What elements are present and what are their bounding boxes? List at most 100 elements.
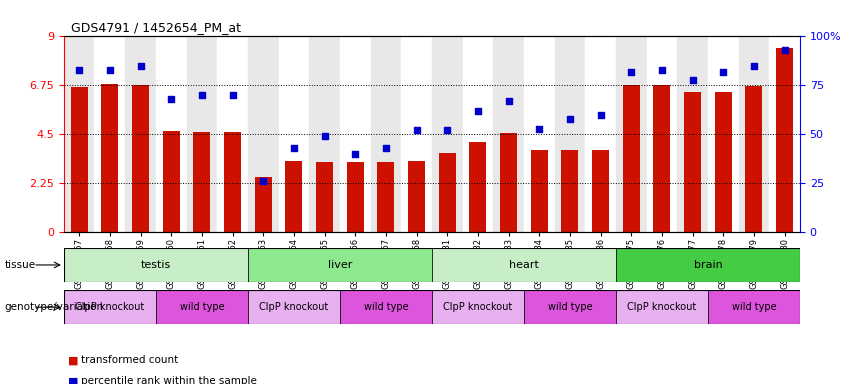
Point bbox=[409, 127, 423, 134]
Bar bbox=[224, 132, 241, 232]
Point bbox=[103, 67, 117, 73]
Bar bbox=[156, 36, 186, 232]
Point bbox=[317, 133, 331, 139]
Bar bbox=[156, 290, 248, 324]
Bar bbox=[555, 36, 585, 232]
Text: wild type: wild type bbox=[547, 302, 592, 312]
Bar bbox=[616, 36, 647, 232]
Bar bbox=[248, 36, 278, 232]
Text: testis: testis bbox=[140, 260, 171, 270]
Text: ClpP knockout: ClpP knockout bbox=[627, 302, 696, 312]
Bar bbox=[431, 36, 463, 232]
Bar bbox=[340, 36, 370, 232]
Bar bbox=[623, 86, 640, 232]
Point bbox=[256, 178, 270, 184]
Bar bbox=[776, 48, 793, 232]
Text: ClpP knockout: ClpP knockout bbox=[260, 302, 328, 312]
Bar bbox=[125, 36, 156, 232]
Bar bbox=[715, 92, 732, 232]
Text: ClpP knockout: ClpP knockout bbox=[443, 302, 512, 312]
Point bbox=[594, 112, 608, 118]
Bar bbox=[769, 36, 800, 232]
Point bbox=[441, 127, 454, 134]
Bar bbox=[316, 162, 333, 232]
Bar bbox=[739, 36, 769, 232]
Bar bbox=[346, 162, 363, 232]
Bar bbox=[708, 290, 800, 324]
Bar bbox=[64, 248, 248, 282]
Point bbox=[471, 108, 485, 114]
Bar bbox=[94, 36, 125, 232]
Bar bbox=[64, 36, 94, 232]
Point bbox=[747, 63, 761, 69]
Bar bbox=[254, 177, 271, 232]
Bar bbox=[401, 36, 431, 232]
Text: percentile rank within the sample: percentile rank within the sample bbox=[81, 376, 257, 384]
Bar bbox=[217, 36, 248, 232]
Bar bbox=[285, 161, 302, 232]
Bar bbox=[524, 36, 555, 232]
Point bbox=[348, 151, 362, 157]
Point bbox=[655, 67, 669, 73]
Bar bbox=[64, 290, 156, 324]
Point bbox=[134, 63, 147, 69]
Point bbox=[72, 67, 86, 73]
Bar bbox=[616, 290, 708, 324]
Text: wild type: wild type bbox=[732, 302, 776, 312]
Bar bbox=[439, 153, 455, 232]
Bar bbox=[378, 162, 394, 232]
Bar bbox=[684, 92, 701, 232]
Bar bbox=[408, 161, 425, 232]
Bar bbox=[531, 150, 548, 232]
Bar bbox=[163, 131, 180, 232]
Bar bbox=[71, 86, 88, 232]
Point bbox=[226, 92, 239, 98]
Point bbox=[717, 69, 730, 75]
Point bbox=[686, 76, 700, 83]
Bar bbox=[470, 142, 486, 232]
Text: GDS4791 / 1452654_PM_at: GDS4791 / 1452654_PM_at bbox=[71, 21, 241, 34]
Bar bbox=[132, 85, 149, 232]
Bar bbox=[524, 290, 616, 324]
Text: ■: ■ bbox=[68, 376, 78, 384]
Text: heart: heart bbox=[509, 260, 539, 270]
Bar bbox=[647, 36, 677, 232]
Bar bbox=[248, 248, 431, 282]
Point bbox=[287, 145, 300, 151]
Text: wild type: wild type bbox=[180, 302, 224, 312]
Point bbox=[778, 47, 791, 53]
Bar bbox=[592, 150, 609, 232]
Bar bbox=[370, 36, 401, 232]
Bar bbox=[431, 290, 524, 324]
Text: genotype/variation: genotype/variation bbox=[4, 302, 103, 312]
Text: tissue: tissue bbox=[4, 260, 36, 270]
Bar bbox=[248, 290, 340, 324]
Text: brain: brain bbox=[694, 260, 722, 270]
Text: ■: ■ bbox=[68, 355, 78, 365]
Bar bbox=[101, 84, 118, 232]
Bar bbox=[340, 290, 431, 324]
Point bbox=[625, 69, 638, 75]
Bar bbox=[193, 132, 210, 232]
Bar bbox=[431, 248, 616, 282]
Text: wild type: wild type bbox=[363, 302, 408, 312]
Point bbox=[563, 116, 577, 122]
Bar bbox=[494, 36, 524, 232]
Bar bbox=[745, 86, 762, 232]
Bar bbox=[500, 133, 517, 232]
Bar bbox=[278, 36, 309, 232]
Bar bbox=[616, 248, 800, 282]
Bar bbox=[585, 36, 616, 232]
Bar bbox=[708, 36, 739, 232]
Bar bbox=[309, 36, 340, 232]
Text: transformed count: transformed count bbox=[81, 355, 178, 365]
Point bbox=[502, 98, 516, 104]
Text: ClpP knockout: ClpP knockout bbox=[75, 302, 145, 312]
Bar bbox=[654, 86, 671, 232]
Bar bbox=[562, 150, 579, 232]
Bar bbox=[463, 36, 494, 232]
Point bbox=[195, 92, 208, 98]
Bar bbox=[677, 36, 708, 232]
Text: liver: liver bbox=[328, 260, 352, 270]
Point bbox=[379, 145, 392, 151]
